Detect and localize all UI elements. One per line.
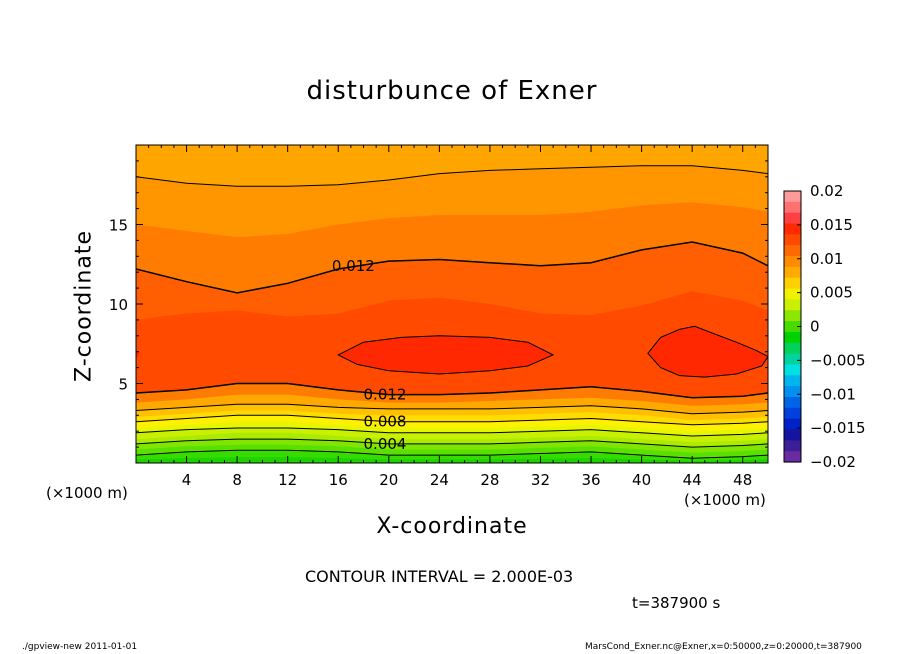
- footer-source-info: MarsCond_Exner.nc@Exner,x=0:50000,z=0:20…: [585, 642, 862, 652]
- contour-interval-label: CONTOUR INTERVAL = 2.000E-03: [305, 567, 574, 586]
- contour-line-2: [136, 382, 768, 399]
- colorbar-swatch-14: [784, 342, 801, 355]
- x-tick-label-4: 20: [379, 471, 398, 489]
- colorbar-swatch-21: [784, 418, 801, 431]
- fill-peak-1: [647, 326, 768, 378]
- colorbar-swatch-5: [784, 245, 801, 257]
- colorbar-swatch-20: [784, 407, 801, 420]
- colorbar-label-2: 0.01: [810, 250, 843, 268]
- x-tick-label-8: 36: [581, 471, 600, 489]
- colorbar-label-3: 0.005: [810, 284, 853, 302]
- x-tick-label-3: 16: [329, 471, 348, 489]
- colorbar-swatch-16: [784, 364, 801, 376]
- y-tick-label-2: 15: [109, 217, 128, 235]
- y-tick-label-0: 5: [118, 376, 128, 394]
- x-tick-label-10: 44: [683, 471, 702, 489]
- colorbar-swatch-0: [784, 191, 801, 203]
- chart-title: disturbunce of Exner: [306, 76, 598, 106]
- colorbar-swatch-17: [784, 375, 801, 387]
- y-tick-label-1: 10: [109, 296, 128, 314]
- colorbar-label-8: −0.02: [810, 453, 856, 471]
- colorbar-swatch-15: [784, 353, 801, 366]
- colorbar-swatch-12: [784, 321, 801, 333]
- x-tick-label-5: 24: [430, 471, 449, 489]
- contour-labels: 0.012 0.012 0.008 0.004: [332, 257, 407, 453]
- colorbar-label-7: −0.015: [810, 419, 866, 437]
- colorbar-swatch-7: [784, 266, 801, 279]
- contour-line-5: [136, 427, 768, 437]
- fill-peak-0: [338, 335, 554, 374]
- closed-contour-0: [337, 335, 555, 375]
- x-tick-label-6: 28: [480, 471, 499, 489]
- closed-contour-1: [647, 325, 768, 378]
- colorbar-label-1: 0.015: [810, 216, 853, 234]
- colorbar-label-5: −0.005: [810, 351, 866, 369]
- x-axis-label: X-coordinate: [376, 514, 528, 539]
- contour-label-0: 0.012: [332, 257, 375, 275]
- contour-line-7: [136, 449, 768, 459]
- colorbar-swatch-19: [784, 396, 801, 409]
- contour-line-0: [136, 241, 768, 294]
- colorbar-label-6: −0.01: [810, 385, 856, 403]
- contour-lines: [136, 165, 768, 459]
- contour-line-6: [136, 438, 768, 448]
- contour-label-text-3: 0.004: [364, 435, 407, 453]
- colorbar-label-0: 0.02: [810, 182, 843, 200]
- contour-line-4: [136, 414, 768, 426]
- colorbar-swatch-10: [784, 299, 801, 311]
- colorbar-swatch-13: [784, 331, 801, 344]
- time-label: t=387900 s: [632, 594, 721, 612]
- colorbar-swatch-24: [784, 451, 801, 463]
- x-tick-label-11: 48: [733, 471, 752, 489]
- x-tick-label-1: 8: [232, 471, 242, 489]
- colorbar: 0.02 0.015 0.01 0.005 0 −0.005 −0.01 −0.015 −0.0…: [783, 182, 866, 471]
- x-tick-label-0: 4: [182, 471, 192, 489]
- colorbar-swatch-23: [784, 440, 801, 452]
- colorbar-swatch-1: [784, 201, 801, 214]
- contour-label-1: 0.012: [364, 386, 407, 404]
- x-axis-unit-left: (×1000 m): [46, 484, 128, 502]
- footer-program-info: ./gpview-new 2011-01-01: [22, 642, 138, 652]
- colorbar-swatch-8: [784, 277, 801, 290]
- contour-label-2: 0.008: [364, 413, 407, 431]
- colorbar-label-4: 0: [810, 318, 820, 336]
- colorbar-swatch-11: [784, 310, 801, 322]
- x-axis-unit-right: (×1000 m): [684, 491, 766, 509]
- x-tick-label-2: 12: [278, 471, 297, 489]
- contour-label-text-1: 0.012: [364, 386, 407, 404]
- contour-label-text-2: 0.008: [364, 413, 407, 431]
- contour-label-3: 0.004: [364, 435, 407, 453]
- contour-line-3: [136, 403, 768, 415]
- x-tick-label-9: 40: [632, 471, 651, 489]
- x-tick-label-7: 32: [531, 471, 550, 489]
- colorbar-swatch-4: [784, 234, 801, 246]
- colorbar-swatch-2: [784, 212, 801, 225]
- colorbar-swatch-9: [784, 288, 801, 300]
- contour-fills: [136, 145, 768, 463]
- contour-line-1: [136, 165, 768, 187]
- contour-label-text-0: 0.012: [332, 257, 375, 275]
- colorbar-swatch-6: [784, 256, 801, 268]
- colorbar-swatch-3: [784, 223, 801, 235]
- colorbar-swatch-18: [784, 386, 801, 398]
- colorbar-swatch-22: [784, 429, 801, 441]
